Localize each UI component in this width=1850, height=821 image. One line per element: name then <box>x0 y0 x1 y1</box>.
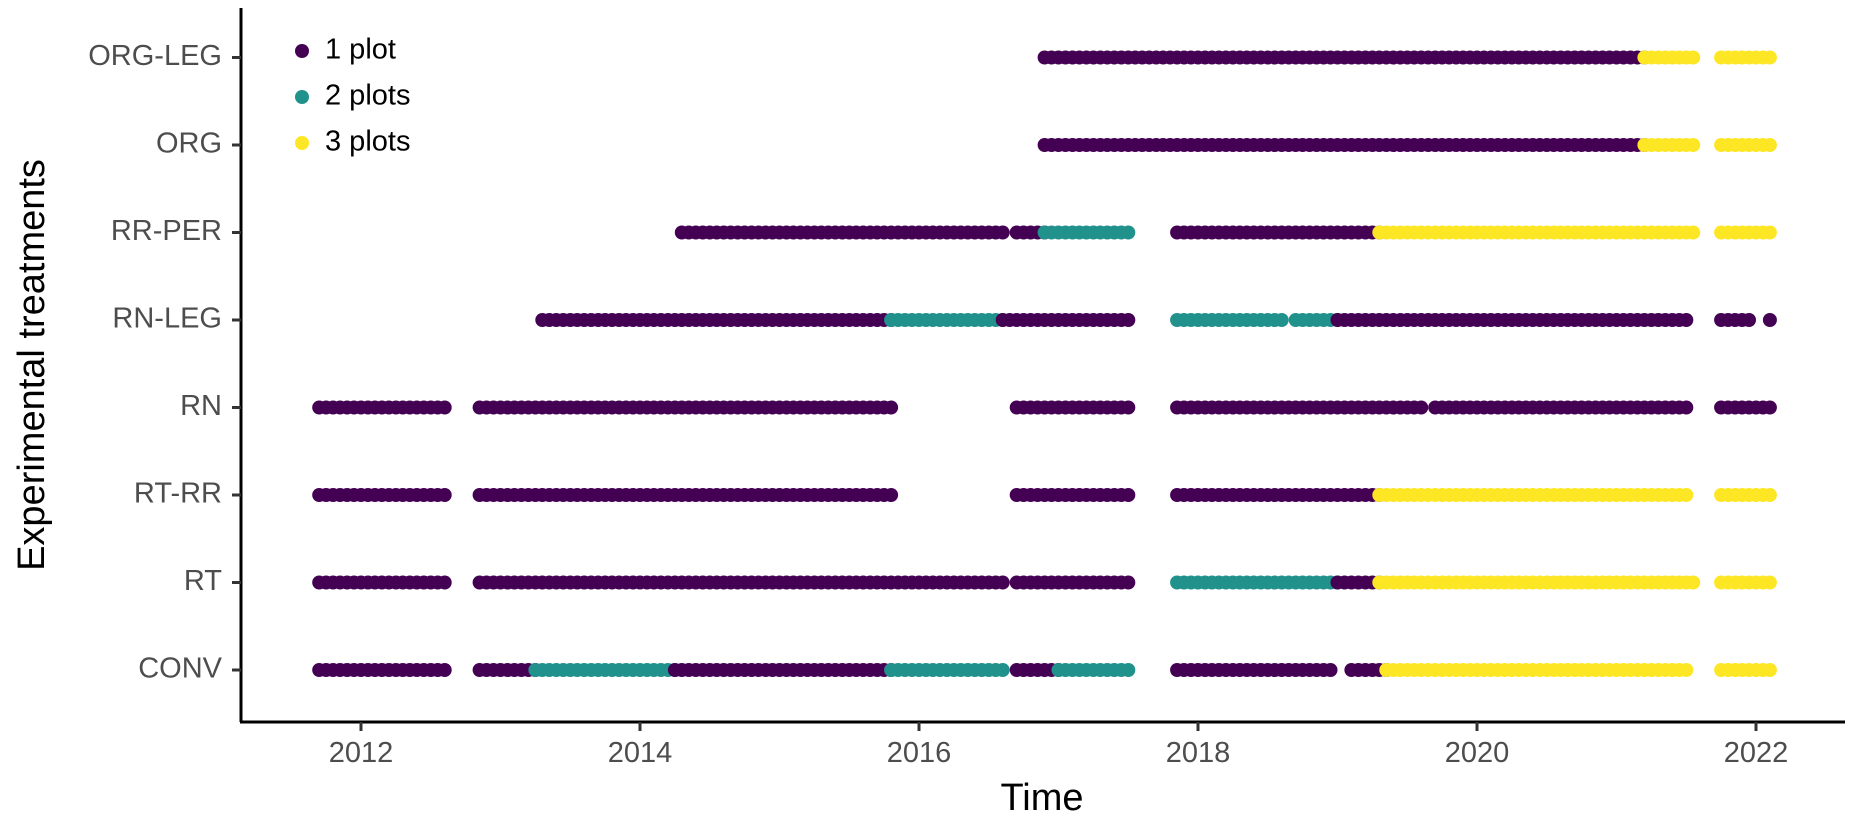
data-point-rn-leg <box>1679 313 1694 327</box>
data-point-rt <box>1762 575 1777 590</box>
data-point-rn-leg <box>1121 313 1136 327</box>
legend: 1 plot 2 plots 3 plots <box>295 34 410 158</box>
y-tick-label: RN <box>180 390 222 422</box>
data-point-rn <box>884 400 899 415</box>
y-axis-title: Experimental treatments <box>11 159 53 571</box>
legend-label: 3 plots <box>325 126 410 158</box>
x-tick-label: 2016 <box>887 737 952 769</box>
data-point-conv <box>1323 663 1338 677</box>
data-point-rn <box>1762 400 1777 415</box>
data-point-rt-rr <box>1121 488 1136 502</box>
data-point-rt-rr <box>437 488 452 502</box>
data-point-rn <box>1121 400 1136 415</box>
data-point-rn <box>1679 400 1694 415</box>
data-point-rt <box>1686 575 1701 590</box>
data-point-rn <box>437 400 452 415</box>
data-point-rt <box>437 575 452 590</box>
y-tick-label: RT-RR <box>134 478 222 510</box>
x-tick-label: 2012 <box>329 737 394 769</box>
y-tick-label: RN-LEG <box>112 303 222 335</box>
x-axis-ticks: 2012 2014 2016 2018 2020 2022 <box>329 722 1789 769</box>
data-point-conv <box>1762 663 1777 677</box>
data-point-conv <box>437 663 452 677</box>
legend-label: 1 plot <box>325 34 396 66</box>
data-point-org <box>1686 138 1701 152</box>
y-tick-label: RT <box>184 565 222 597</box>
x-tick-label: 2020 <box>1445 737 1510 769</box>
x-tick-label: 2018 <box>1166 737 1231 769</box>
data-point-conv <box>995 663 1010 677</box>
data-point-rr-per <box>995 225 1010 240</box>
y-tick-label: RR-PER <box>111 215 222 247</box>
legend-swatch <box>295 44 309 58</box>
data-point-rn-leg <box>1274 313 1289 327</box>
x-tick-label: 2014 <box>608 737 673 769</box>
data-point-rt <box>995 575 1010 590</box>
y-tick-label: ORG-LEG <box>88 40 222 72</box>
data-point-rn <box>1414 400 1429 415</box>
data-point-org-leg <box>1686 50 1701 65</box>
x-tick-label: 2022 <box>1724 737 1789 769</box>
data-point-org <box>1762 138 1777 152</box>
legend-label: 2 plots <box>325 80 410 112</box>
y-axis-ticks: CONV RT RT-RR RN RN-LEG RR-PER ORG ORG-LEG <box>88 40 241 685</box>
data-points <box>312 50 1777 677</box>
legend-swatch <box>295 136 309 150</box>
data-point-rr-per <box>1121 225 1136 240</box>
y-tick-label: ORG <box>156 128 222 160</box>
data-point-rn-leg <box>1762 313 1777 327</box>
data-point-rt-rr <box>1679 488 1694 502</box>
data-point-rt-rr <box>884 488 899 502</box>
data-point-rt-rr <box>1762 488 1777 502</box>
legend-swatch <box>295 90 309 104</box>
data-point-rn-leg <box>1742 313 1756 327</box>
data-point-org-leg <box>1762 50 1777 65</box>
data-point-rr-per <box>1686 225 1701 240</box>
x-axis-title: Time <box>1000 777 1083 819</box>
data-point-rt <box>1121 575 1136 590</box>
data-point-conv <box>1679 663 1694 677</box>
y-tick-label: CONV <box>138 653 222 685</box>
data-point-conv <box>1121 663 1136 677</box>
data-point-rr-per <box>1762 225 1777 240</box>
